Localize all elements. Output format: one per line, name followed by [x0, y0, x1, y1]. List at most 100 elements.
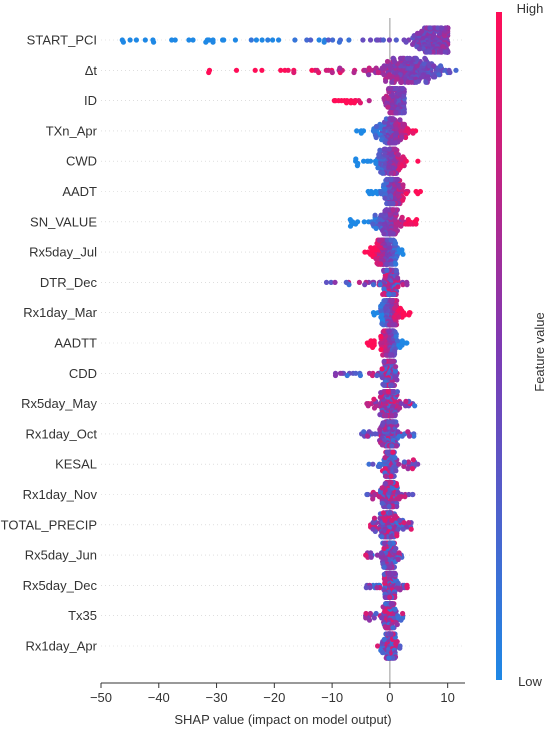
shap-point — [378, 550, 385, 556]
shap-point — [332, 279, 338, 285]
shap-point — [378, 333, 384, 339]
shap-point — [353, 370, 359, 376]
shap-point — [366, 72, 372, 78]
shap-point — [366, 461, 372, 467]
shap-point — [415, 158, 421, 164]
shap-point — [379, 65, 385, 71]
shap-point — [379, 321, 385, 327]
shap-point — [410, 130, 416, 136]
shap-point — [383, 413, 389, 419]
shap-point — [399, 342, 405, 348]
shap-point — [253, 37, 259, 43]
shap-point — [392, 146, 398, 152]
shap-point — [422, 55, 428, 61]
shap-point — [384, 267, 390, 273]
shap-point — [386, 503, 392, 510]
shap-point — [370, 461, 376, 467]
shap-point — [278, 67, 284, 73]
shap-point — [366, 65, 372, 71]
shap-point — [402, 312, 408, 318]
shap-point — [419, 74, 426, 80]
shap-point — [371, 515, 378, 521]
shap-point — [396, 433, 402, 439]
shap-point — [390, 625, 396, 631]
shap-point — [389, 79, 395, 85]
shap-point — [390, 207, 396, 213]
feature-label: Tx35 — [68, 608, 97, 623]
shap-point — [387, 540, 393, 546]
shap-point — [316, 37, 322, 43]
shap-point — [330, 37, 336, 43]
shap-point — [276, 37, 282, 43]
feature-label: Rx5day_Jul — [29, 245, 97, 260]
shap-point — [379, 375, 385, 381]
shap-point — [417, 188, 423, 195]
shap-point — [304, 37, 310, 43]
shap-point — [397, 517, 403, 524]
shap-point — [390, 655, 396, 661]
shap-point — [332, 372, 339, 379]
shap-point — [382, 455, 388, 461]
shap-point — [390, 419, 396, 425]
shap-point — [386, 655, 392, 661]
shap-point — [396, 247, 402, 253]
shap-point — [371, 312, 377, 318]
shap-point — [316, 69, 322, 76]
shap-point — [394, 377, 400, 383]
shap-point — [399, 134, 405, 141]
shap-point — [151, 39, 157, 45]
shap-point — [410, 41, 416, 48]
shap-point — [383, 473, 389, 479]
shap-point — [127, 37, 133, 43]
shap-point — [413, 79, 419, 85]
shap-point — [391, 291, 397, 297]
shap-point — [423, 79, 429, 85]
shap-point — [363, 610, 369, 617]
shap-point — [401, 459, 407, 465]
shap-point — [386, 72, 392, 78]
shap-point — [442, 49, 448, 55]
shap-point — [395, 580, 401, 586]
shap-point — [348, 100, 354, 106]
shap-point — [400, 251, 406, 257]
shap-points — [119, 25, 459, 661]
shap-point — [390, 389, 396, 395]
shap-point — [392, 570, 398, 577]
shap-point — [394, 503, 400, 510]
x-tick-label: 10 — [440, 690, 454, 705]
x-tick-label: −20 — [263, 690, 285, 705]
shap-point — [384, 58, 391, 65]
shap-point — [381, 146, 387, 152]
shap-point — [416, 46, 423, 52]
shap-point — [393, 261, 399, 267]
shap-point — [404, 585, 410, 591]
shap-point — [384, 237, 391, 243]
feature-label: AADT — [62, 184, 97, 199]
shap-point — [414, 30, 421, 36]
shap-point — [387, 564, 393, 570]
shap-point — [366, 617, 373, 623]
shap-point — [387, 510, 393, 516]
feature-label: TXn_Apr — [46, 123, 98, 138]
shap-point — [373, 256, 379, 262]
shap-point — [373, 65, 379, 71]
feature-label: DTR_Dec — [40, 275, 98, 290]
shap-point — [390, 200, 396, 207]
shap-point — [386, 570, 392, 577]
shap-point — [373, 123, 379, 130]
shap-point — [393, 364, 399, 370]
shap-point — [371, 615, 377, 621]
shap-point — [395, 429, 401, 435]
shap-point — [388, 382, 394, 388]
shap-point — [384, 449, 390, 455]
x-tick-label: −30 — [206, 690, 228, 705]
shap-point — [396, 314, 402, 320]
shap-point — [373, 160, 379, 166]
shap-point — [120, 39, 126, 45]
shap-point — [367, 610, 373, 617]
shap-point — [435, 25, 441, 31]
shap-point — [378, 237, 384, 243]
shap-point — [405, 466, 411, 472]
shap-point — [407, 221, 413, 227]
